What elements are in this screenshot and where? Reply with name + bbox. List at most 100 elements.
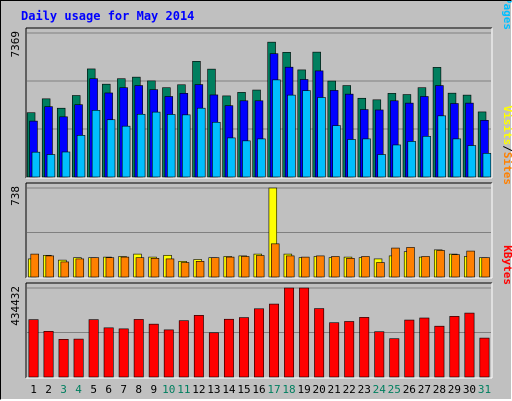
- series-sites: [30, 243, 490, 278]
- bar-pages-day-1: [31, 151, 41, 178]
- bar-sites-day-29: [451, 254, 460, 278]
- x-tick-label: 3: [60, 383, 67, 396]
- bar-kbytes-day-27: [419, 317, 430, 378]
- bar-pages-day-4: [76, 135, 86, 178]
- bar-kbytes-day-8: [133, 319, 144, 378]
- bar-sites-day-25: [391, 247, 400, 278]
- series-pages: [31, 79, 492, 178]
- bar-pages-day-23: [362, 138, 371, 178]
- bar-pages-day-15: [242, 140, 251, 178]
- bar-sites-day-11: [180, 262, 190, 278]
- bar-kbytes-day-25: [389, 338, 400, 378]
- bar-kbytes-day-11: [178, 320, 189, 378]
- bar-kbytes-day-23: [359, 317, 370, 378]
- bar-sites-day-5: [90, 257, 100, 278]
- x-tick-label: 17: [267, 383, 280, 396]
- bar-pages-day-25: [392, 144, 401, 178]
- bar-kbytes-day-16: [254, 308, 264, 378]
- bar-sites-day-18: [286, 255, 295, 278]
- bar-pages-day-10: [167, 114, 176, 178]
- x-tick-label: 13: [207, 383, 220, 396]
- bar-sites-day-8: [135, 257, 145, 278]
- bar-kbytes-day-29: [449, 316, 460, 378]
- x-tick-label: 26: [403, 383, 416, 396]
- bar-pages-day-14: [227, 137, 236, 178]
- bar-kbytes-day-18: [284, 287, 295, 378]
- bar-pages-day-8: [136, 113, 146, 178]
- panel-hits-files-pages: 7369 Hits/Files/Pages: [9, 1, 512, 179]
- legend-hits-files-pages: Hits/Files/Pages: [501, 1, 512, 30]
- legend-visits-sites: Visits/Sites: [501, 106, 512, 186]
- bar-kbytes-day-28: [434, 325, 445, 378]
- x-tick-label: 21: [328, 383, 341, 396]
- x-tick-label: 5: [90, 383, 97, 396]
- bar-kbytes-day-22: [344, 321, 355, 378]
- bar-pages-day-17: [272, 79, 281, 178]
- bar-sites-day-24: [376, 262, 385, 278]
- y-max-label: 738: [9, 186, 22, 206]
- chart-panels: 7369 Hits/Files/Pages 738 Visits/Sites 43443…: [9, 1, 512, 379]
- x-tick-label: 14: [222, 383, 236, 396]
- bar-kbytes-day-24: [374, 331, 385, 378]
- x-tick-label: 22: [343, 383, 356, 396]
- bar-pages-day-16: [257, 138, 266, 178]
- bar-kbytes-day-13: [208, 332, 219, 378]
- bar-pages-day-9: [151, 111, 161, 178]
- bar-kbytes-day-31: [479, 337, 490, 378]
- x-tick-label: 4: [75, 383, 82, 396]
- x-axis-labels: 1 2 3 4 5 6 7 8 9 10 11 12 13 14 15 16 17 18 19 20 21 22 23 24 2…: [30, 383, 491, 396]
- bar-sites-day-17: [271, 243, 280, 278]
- bar-sites-day-16: [255, 255, 265, 278]
- bar-kbytes-day-4: [73, 338, 84, 378]
- bar-pages-day-20: [317, 97, 326, 178]
- bar-kbytes-day-6: [103, 327, 114, 378]
- bar-pages-day-11: [182, 114, 191, 178]
- x-tick-label: 8: [135, 383, 142, 396]
- legend-entry: KBytes: [501, 245, 512, 285]
- bar-pages-day-24: [377, 154, 386, 178]
- bar-pages-day-21: [332, 125, 341, 178]
- x-tick-label: 19: [297, 383, 310, 396]
- bar-pages-day-19: [302, 90, 311, 178]
- x-tick-label: 12: [192, 383, 205, 396]
- x-tick-label: 9: [150, 383, 157, 396]
- x-tick-label: 11: [177, 383, 190, 396]
- x-tick-label: 6: [105, 383, 112, 396]
- bar-kbytes-day-14: [223, 318, 234, 378]
- bar-pages-day-28: [437, 115, 447, 178]
- x-tick-label: 1: [30, 383, 37, 396]
- bar-pages-day-3: [61, 151, 71, 178]
- bar-kbytes-day-21: [329, 322, 340, 378]
- x-tick-label: 27: [418, 383, 431, 396]
- series-kbytes: [28, 287, 490, 378]
- bar-pages-day-2: [46, 154, 56, 178]
- panel-kbytes: 434432 KBytes: [9, 245, 512, 379]
- bar-kbytes-day-12: [193, 315, 204, 378]
- legend-entry: Visits: [501, 106, 512, 146]
- bar-pages-day-6: [106, 119, 116, 178]
- bar-kbytes-day-3: [58, 338, 69, 378]
- bar-sites-day-13: [210, 257, 220, 278]
- x-tick-label: 15: [237, 383, 250, 396]
- bar-sites-day-31: [481, 257, 490, 278]
- y-max-label: 434432: [9, 286, 22, 326]
- x-tick-label: 29: [448, 383, 461, 396]
- x-tick-label: 31: [478, 383, 491, 396]
- bar-sites-day-1: [30, 253, 39, 278]
- legend-kbytes: KBytes: [501, 245, 512, 285]
- bar-pages-day-22: [347, 139, 356, 178]
- x-tick-label: 24: [373, 383, 387, 396]
- bar-pages-day-18: [287, 94, 296, 178]
- legend-entry: /: [501, 145, 512, 152]
- bar-kbytes-day-1: [28, 319, 39, 378]
- bar-sites-day-22: [346, 258, 355, 278]
- bar-sites-day-4: [75, 258, 85, 278]
- bar-pages-day-12: [197, 107, 206, 178]
- bar-kbytes-day-5: [88, 319, 99, 378]
- bar-kbytes-day-15: [239, 317, 249, 378]
- x-tick-label: 28: [433, 383, 446, 396]
- bar-sites-day-23: [361, 256, 370, 278]
- bar-pages-day-7: [121, 125, 131, 178]
